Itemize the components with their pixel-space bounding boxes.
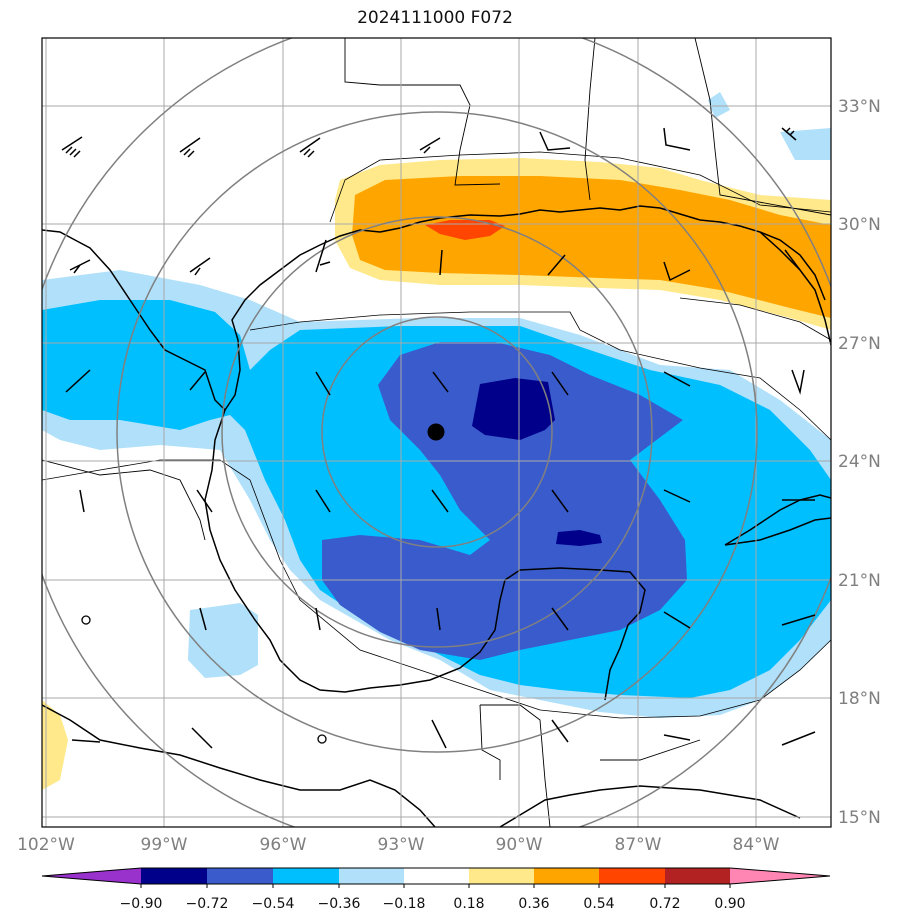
calm-wind-marker	[317, 734, 327, 744]
colorbar-segment	[665, 868, 730, 884]
colorbar-label: 0.72	[649, 896, 680, 912]
lat-label: 15°N	[838, 808, 881, 828]
contour-light-blue-ne	[780, 128, 831, 160]
colorbar-label: −0.18	[383, 896, 426, 912]
colorbar-label: 0.18	[453, 896, 484, 912]
lon-label: 90°W	[496, 835, 543, 855]
colorbar-label: 0.54	[583, 896, 614, 912]
borders	[42, 38, 831, 827]
lon-label: 96°W	[260, 835, 307, 855]
colorbar-extend-low	[42, 868, 141, 884]
lat-label: 30°N	[838, 215, 881, 235]
contour-light-yellow-sw	[42, 700, 68, 790]
colorbar-segment	[599, 868, 665, 884]
colorbar-segment	[207, 868, 273, 884]
lat-label: 24°N	[838, 452, 881, 472]
contour-orange	[352, 176, 831, 318]
lon-label: 87°W	[615, 835, 662, 855]
map-title: 2024111000 F072	[357, 8, 513, 28]
lon-label: 102°W	[17, 835, 75, 855]
lat-label: 21°N	[838, 571, 881, 591]
colorbar-label: 0.36	[518, 896, 549, 912]
contour-red-orange	[425, 220, 505, 240]
map-panel	[42, 38, 831, 827]
lon-label: 99°W	[141, 835, 188, 855]
colorbar	[41, 867, 831, 888]
colorbar-segment	[339, 868, 404, 884]
colorbar-segment	[469, 868, 534, 884]
colorbar-labels: −0.90 −0.72 −0.54 −0.36 −0.18 0.18 0.36 …	[120, 896, 746, 912]
storm-center-marker	[427, 423, 445, 441]
colorbar-label: −0.90	[120, 896, 163, 912]
colorbar-segment	[273, 868, 339, 884]
lat-label: 27°N	[838, 334, 881, 354]
range-rings	[42, 38, 831, 827]
contour-navy-small	[556, 530, 602, 546]
colorbar-extend-high	[730, 868, 830, 884]
colorbar-label: −0.36	[318, 896, 361, 912]
contour-lines	[42, 151, 831, 719]
wind-barbs	[61, 127, 816, 749]
contour-navy	[472, 378, 555, 440]
gridlines	[42, 38, 831, 827]
colorbar-label: 0.90	[714, 896, 745, 912]
colorbar-label: −0.72	[186, 896, 229, 912]
colorbar-segment	[404, 868, 469, 884]
colorbar-segment	[534, 868, 599, 884]
contour-light-blue-small	[188, 603, 258, 678]
colorbar-segment	[141, 868, 207, 884]
calm-wind-marker	[81, 615, 91, 625]
lon-labels: 102°W 99°W 96°W 93°W 90°W 87°W 84°W	[17, 835, 780, 855]
lat-label: 33°N	[838, 97, 881, 117]
colorbar-label: −0.54	[252, 896, 295, 912]
lat-label: 18°N	[838, 689, 881, 709]
lon-label: 93°W	[378, 835, 425, 855]
lat-labels: 33°N 30°N 27°N 24°N 21°N 18°N 15°N	[838, 97, 881, 828]
lon-label: 84°W	[733, 835, 780, 855]
coastlines	[42, 205, 831, 827]
contour-light-blue-n	[708, 92, 730, 118]
map-frame	[41, 37, 832, 828]
